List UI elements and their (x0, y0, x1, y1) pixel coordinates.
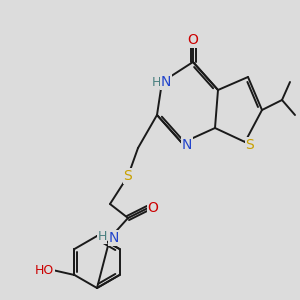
Text: N: N (182, 138, 192, 152)
Text: N: N (161, 75, 171, 89)
Text: O: O (188, 33, 198, 47)
Text: N: N (109, 231, 119, 245)
Text: H: H (97, 230, 107, 244)
Text: H: H (151, 76, 161, 88)
Text: S: S (246, 138, 254, 152)
Text: S: S (124, 169, 132, 183)
Text: O: O (148, 201, 158, 215)
Text: HO: HO (35, 263, 54, 277)
